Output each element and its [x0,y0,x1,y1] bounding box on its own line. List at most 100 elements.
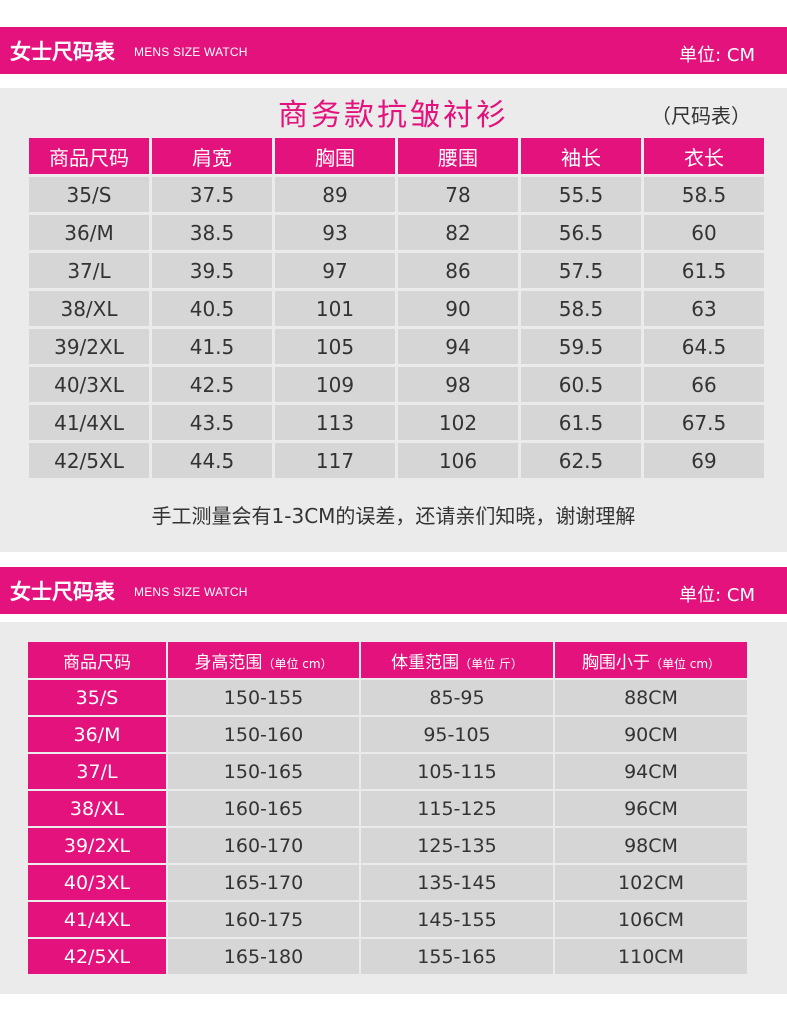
table-row: 39/2XL 160-170 125-135 98CM [28,828,747,863]
measurement-cell: 69 [644,443,764,478]
measurement-cell: 55.5 [521,177,641,212]
range-cell: 150-160 [168,717,359,752]
range-cell: 106CM [555,902,747,937]
column-header: 商品尺码 [29,138,149,174]
measurement-cell: 94 [398,329,518,364]
size-chart-banner: 女士尺码表 MENS SIZE WATCH 单位: CM [0,27,787,74]
table-row: 35/S 150-155 85-95 88CM [28,680,747,715]
column-header: 袖长 [521,138,641,174]
measurement-cell: 58.5 [521,291,641,326]
measurement-cell: 60.5 [521,367,641,402]
banner-title: 女士尺码表 [10,40,115,64]
measurement-cell: 60 [644,215,764,250]
range-cell: 165-180 [168,939,359,974]
size-cell: 42/5XL [28,939,166,974]
column-header: 衣长 [644,138,764,174]
table-row: 36/M 38.5 93 82 56.5 60 [29,215,764,250]
column-header: 体重范围（单位 斤） [361,642,553,678]
size-cell: 38/XL [29,291,149,326]
measurement-cell: 39.5 [152,253,272,288]
body-size-table: 商品尺码 身高范围（单位 cm） 体重范围（单位 斤） 胸围小于（单位 cm） 35/… [26,640,749,976]
unit-label: 单位: CM [679,585,755,606]
range-cell: 85-95 [361,680,553,715]
column-header-unit: （单位 cm） [649,656,721,671]
column-header-unit: （单位 斤） [459,656,523,671]
range-cell: 160-165 [168,791,359,826]
table-row: 41/4XL 43.5 113 102 61.5 67.5 [29,405,764,440]
measurement-cell: 101 [275,291,395,326]
banner-subtitle: MENS SIZE WATCH [134,585,248,599]
table-row: 40/3XL 42.5 109 98 60.5 66 [29,367,764,402]
table-row: 35/S 37.5 89 78 55.5 58.5 [29,177,764,212]
range-cell: 125-135 [361,828,553,863]
size-cell: 42/5XL [29,443,149,478]
table-row: 37/L 150-165 105-115 94CM [28,754,747,789]
size-cell: 38/XL [28,791,166,826]
measurement-cell: 63 [644,291,764,326]
table-header-row: 商品尺码 身高范围（单位 cm） 体重范围（单位 斤） 胸围小于（单位 cm） [28,642,747,678]
measurement-cell: 98 [398,367,518,402]
measurement-cell: 113 [275,405,395,440]
measurement-cell: 106 [398,443,518,478]
size-cell: 40/3XL [28,865,166,900]
measurement-cell: 89 [275,177,395,212]
measurement-cell: 78 [398,177,518,212]
range-cell: 150-155 [168,680,359,715]
table-row: 36/M 150-160 95-105 90CM [28,717,747,752]
measurement-cell: 61.5 [644,253,764,288]
table-row: 41/4XL 160-175 145-155 106CM [28,902,747,937]
measurement-cell: 66 [644,367,764,402]
size-cell: 37/L [28,754,166,789]
measurement-cell: 64.5 [644,329,764,364]
range-cell: 160-170 [168,828,359,863]
measurement-cell: 57.5 [521,253,641,288]
measurement-cell: 117 [275,443,395,478]
range-cell: 155-165 [361,939,553,974]
measurement-cell: 90 [398,291,518,326]
table-row: 39/2XL 41.5 105 94 59.5 64.5 [29,329,764,364]
range-cell: 145-155 [361,902,553,937]
range-cell: 96CM [555,791,747,826]
table-row: 38/XL 40.5 101 90 58.5 63 [29,291,764,326]
column-header: 商品尺码 [28,642,166,678]
measurement-cell: 82 [398,215,518,250]
measurement-cell: 41.5 [152,329,272,364]
table-row: 37/L 39.5 97 86 57.5 61.5 [29,253,764,288]
banner-title: 女士尺码表 [10,580,115,604]
range-cell: 94CM [555,754,747,789]
product-heading: 商务款抗皱衬衫 [278,98,509,133]
measurement-cell: 44.5 [152,443,272,478]
measurement-cell: 105 [275,329,395,364]
range-cell: 135-145 [361,865,553,900]
unit-label: 单位: CM [679,45,755,66]
range-cell: 150-165 [168,754,359,789]
measurement-cell: 56.5 [521,215,641,250]
measurement-note: 手工测量会有1-3CM的误差，还请亲们知晓，谢谢理解 [151,504,636,528]
size-cell: 37/L [29,253,149,288]
column-header-label: 体重范围 [391,652,460,673]
column-header-label: 身高范围 [194,652,263,673]
column-header: 胸围小于（单位 cm） [555,642,747,678]
size-cell: 36/M [29,215,149,250]
heading-suffix: （尺码表） [651,104,751,128]
measurement-cell: 59.5 [521,329,641,364]
column-header: 腰围 [398,138,518,174]
size-cell: 40/3XL [29,367,149,402]
range-cell: 160-175 [168,902,359,937]
size-guide-banner: 女士尺码表 MENS SIZE WATCH 单位: CM [0,567,787,614]
range-cell: 165-170 [168,865,359,900]
range-cell: 102CM [555,865,747,900]
banner-subtitle: MENS SIZE WATCH [134,45,248,59]
table-header-row: 商品尺码 肩宽 胸围 腰围 袖长 衣长 [29,138,764,174]
column-header: 胸围 [275,138,395,174]
measurement-cell: 67.5 [644,405,764,440]
measurement-cell: 109 [275,367,395,402]
size-cell: 39/2XL [28,828,166,863]
column-header-label: 胸围小于 [581,652,650,673]
measurement-cell: 61.5 [521,405,641,440]
measurement-cell: 58.5 [644,177,764,212]
measurement-cell: 38.5 [152,215,272,250]
measurement-cell: 102 [398,405,518,440]
range-cell: 90CM [555,717,747,752]
range-cell: 88CM [555,680,747,715]
